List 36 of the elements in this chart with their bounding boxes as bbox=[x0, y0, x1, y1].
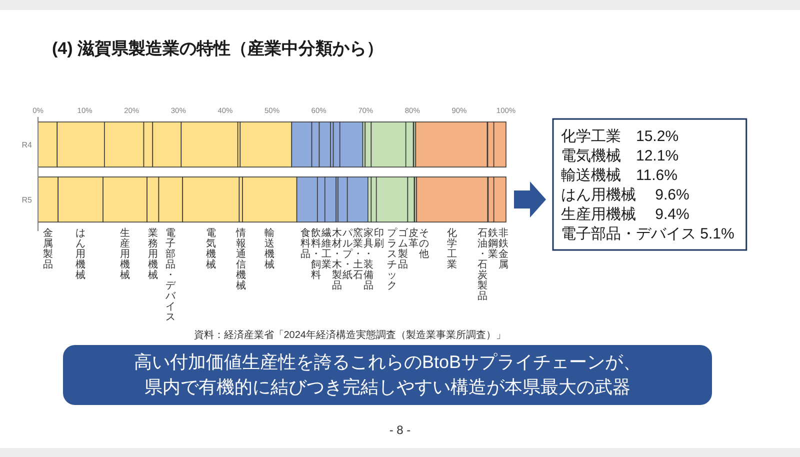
annotation: 輸送機械 11.6% bbox=[561, 167, 678, 184]
series-label: 輸送機械 bbox=[264, 228, 275, 271]
annotation: はん用機械 9.6% bbox=[561, 186, 690, 204]
series-label: その他 bbox=[419, 228, 430, 260]
series-label: 電子部品・デバイス bbox=[166, 228, 176, 324]
annotation: 化学工業 15.2% bbox=[561, 128, 679, 145]
series-label: 飲料・飼料 bbox=[311, 228, 322, 282]
annotation: 生産用機械 9.4% bbox=[561, 206, 690, 223]
series-label: はん用機械 bbox=[76, 228, 86, 282]
series-label: 皮革 bbox=[408, 228, 419, 250]
y-tick-label: R4 bbox=[22, 140, 33, 150]
series-label: ゴム製品 bbox=[398, 228, 408, 271]
series-label: 化学工業 bbox=[447, 228, 458, 271]
series-label: 金属製品 bbox=[43, 228, 54, 271]
series-label: 石油・石炭製品 bbox=[477, 228, 488, 302]
annotation: 電子部品・デバイス 5.1% bbox=[561, 226, 734, 242]
series-label: パルプ・紙 bbox=[342, 228, 353, 282]
series-label: 印刷 bbox=[374, 228, 384, 250]
annotation: 電気機械 12.1% bbox=[561, 148, 679, 164]
series-label: 業務用機械 bbox=[148, 228, 158, 282]
series-label: 家具・装備品 bbox=[364, 228, 374, 292]
series-label: 生産用機械 bbox=[120, 228, 130, 282]
annotation: 高い付加価値生産性を誇るこれらのBtoBサプライチェーンが、県内で有機的に結びつき完結しやすい構造が本県最大の武器 bbox=[132, 351, 642, 399]
series-label: 非鉄金属 bbox=[498, 228, 508, 271]
series-label: 鉄鋼業 bbox=[488, 228, 498, 260]
series-label: プラスチック bbox=[387, 228, 398, 292]
series-label: 情報通信機械 bbox=[236, 228, 246, 292]
series-label: 繊維工業 bbox=[322, 228, 332, 271]
annotation: 資料：経済産業省「2024年経済構造実態調査（製造業事業所調査）」 bbox=[194, 330, 506, 341]
series-label: 電気機械 bbox=[206, 228, 216, 271]
chart-title: (4) 滋賀県製造業の特性（産業中分類から） bbox=[52, 39, 384, 58]
series-label: 窯業・土石 bbox=[353, 228, 364, 282]
series-label: 木材・木製品 bbox=[332, 228, 342, 292]
series-label: 食料品 bbox=[300, 228, 311, 260]
annotation: - 8 - bbox=[389, 423, 411, 437]
y-tick-label: R5 bbox=[22, 196, 33, 204]
